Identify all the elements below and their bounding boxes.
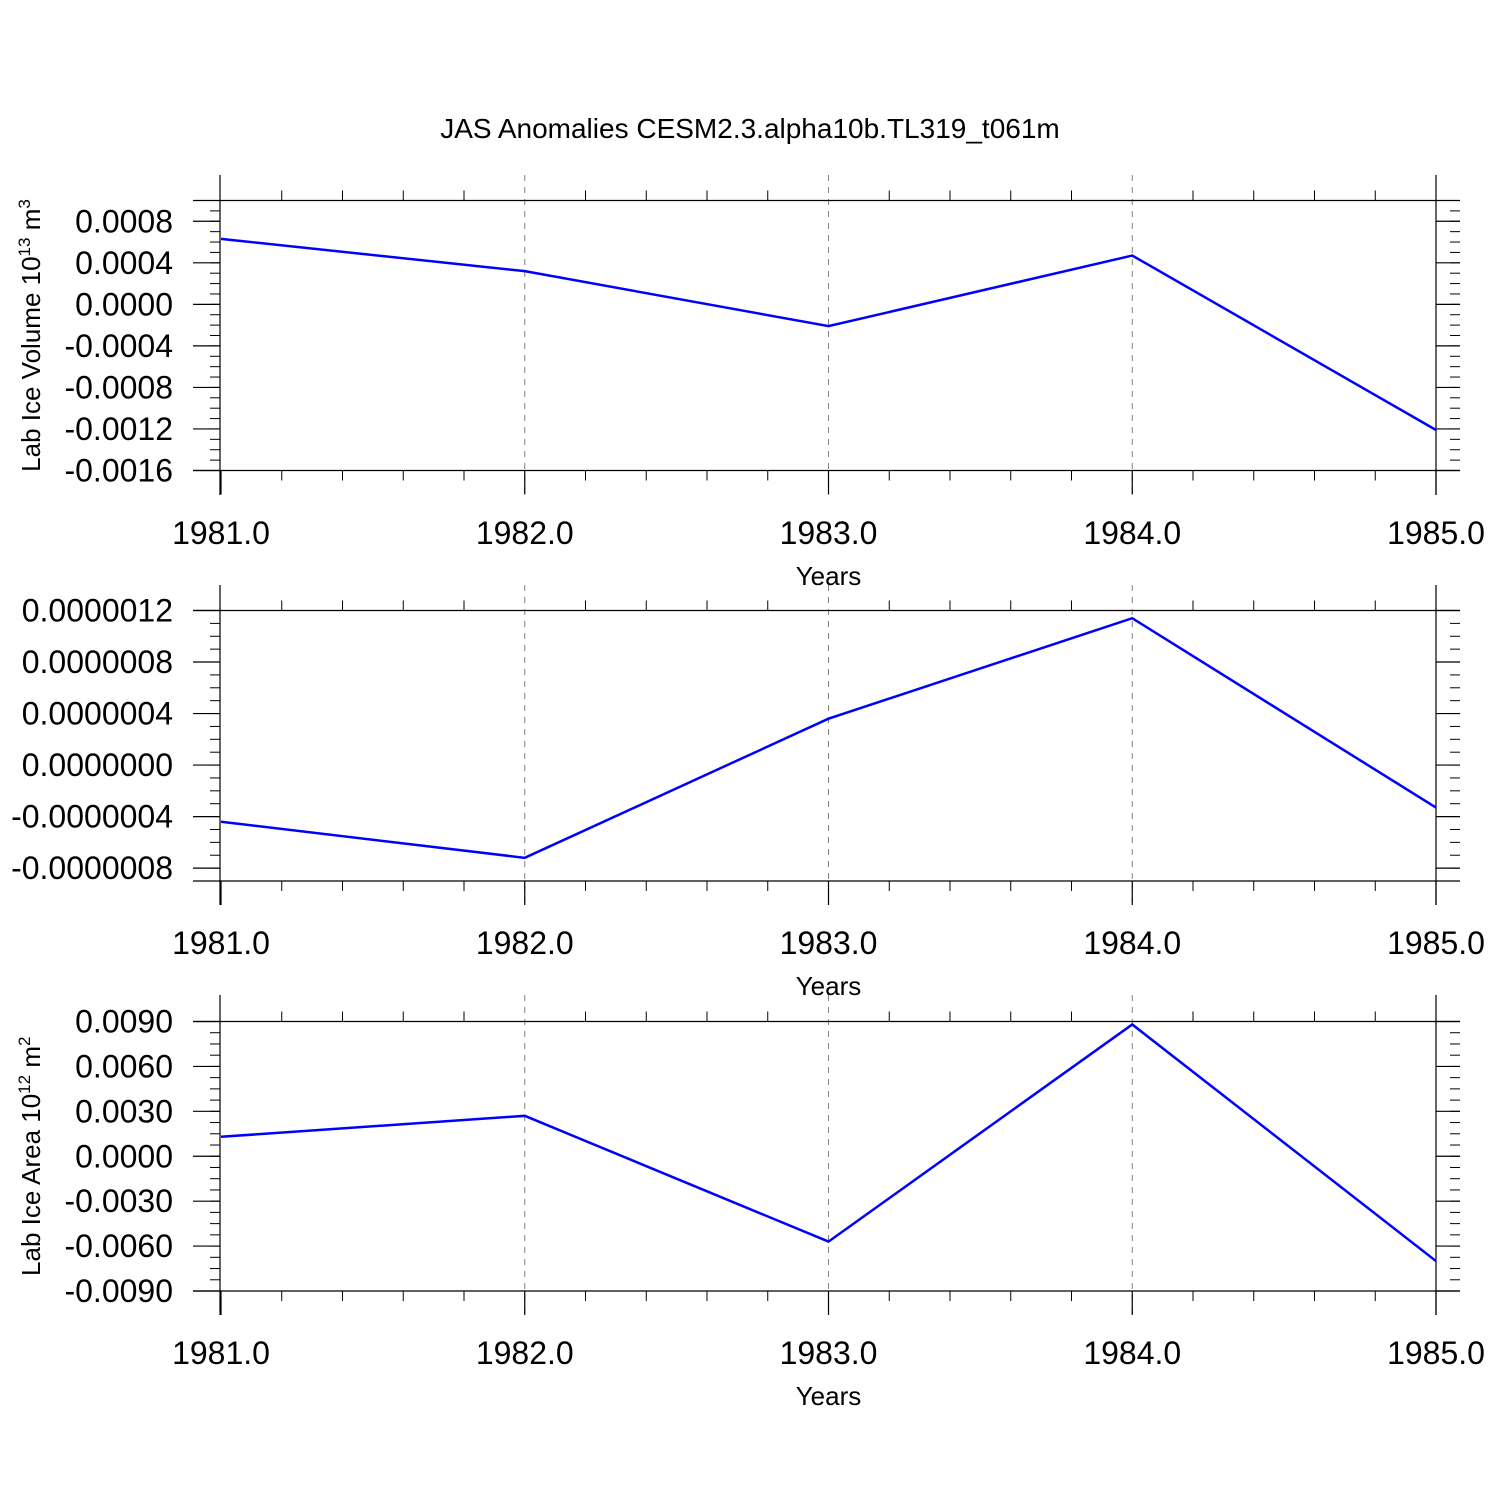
y-axis-title: Lab Ice Volume 1013 m3 [15, 199, 46, 472]
y-tick-label: 0.0000012 [22, 593, 173, 629]
y-tick-label: -0.0060 [64, 1228, 173, 1264]
y-tick-label: 0.0090 [75, 1004, 173, 1040]
x-tick-label: 1981.0 [172, 1335, 270, 1371]
x-tick-label: 1985.0 [1387, 1335, 1485, 1371]
series-line [220, 616, 1437, 860]
y-tick-label: -0.0000004 [11, 799, 173, 835]
chart-panels: 1981.0 1982.0 1983.0 1984.0 1985.0 Years 0.000… [11, 175, 1485, 1411]
x-tick-label: 1984.0 [1083, 925, 1181, 961]
y-tick-label: -0.0004 [64, 328, 173, 364]
chart-title: JAS Anomalies CESM2.3.alpha10b.TL319_t06… [440, 113, 1060, 144]
y-tick-label: 0.0000 [75, 286, 173, 322]
y-tick-label: -0.0000008 [11, 850, 173, 886]
y-tick-label: 0.0000008 [22, 644, 173, 680]
y-tick-label: 0.0000 [75, 1138, 173, 1174]
y-tick-label: 0.0030 [75, 1093, 173, 1129]
x-tick-label: 1983.0 [780, 925, 878, 961]
x-tick-label: 1983.0 [780, 1335, 878, 1371]
x-tick-label: 1984.0 [1083, 1335, 1181, 1371]
panel-1: 1981.0 1982.0 1983.0 1984.0 1985.0Years0.000… [15, 175, 1485, 591]
x-tick-label: 1982.0 [476, 1335, 574, 1371]
x-tick-label: 1983.0 [780, 515, 878, 551]
x-tick-label: 1985.0 [1387, 925, 1485, 961]
y-tick-label: -0.0030 [64, 1183, 173, 1219]
y-tick-label: 0.0060 [75, 1048, 173, 1084]
x-tick-label: 1982.0 [476, 925, 574, 961]
x-tick-label: 1981.0 [172, 925, 270, 961]
panel-3: 1981.0 1982.0 1983.0 1984.0 1985.0 Years 0.009… [15, 995, 1485, 1411]
y-tick-label: -0.0016 [64, 453, 173, 489]
x-tick-label: 1985.0 [1387, 515, 1485, 551]
y-tick-label: 0.0000004 [22, 696, 173, 732]
x-axis-title: Years [796, 1381, 862, 1411]
y-tick-label: -0.0008 [64, 369, 173, 405]
y-axis-title: Lab Ice Area 1012 m2 [15, 1037, 46, 1276]
y-tick-label: 0.0004 [75, 245, 173, 281]
x-tick-label: 1982.0 [476, 515, 574, 551]
y-tick-label: -0.0012 [64, 411, 173, 447]
y-tick-label: -0.0090 [64, 1273, 173, 1309]
x-tick-label: 1984.0 [1083, 515, 1181, 551]
y-tick-label: 0.0000000 [22, 747, 173, 783]
y-tick-label: 0.0008 [75, 203, 173, 239]
x-tick-label: 1981.0 [172, 515, 270, 551]
panel-2: 1981.0 1982.0 1983.0 1984.0 1985.0Years0.000… [11, 585, 1485, 1001]
